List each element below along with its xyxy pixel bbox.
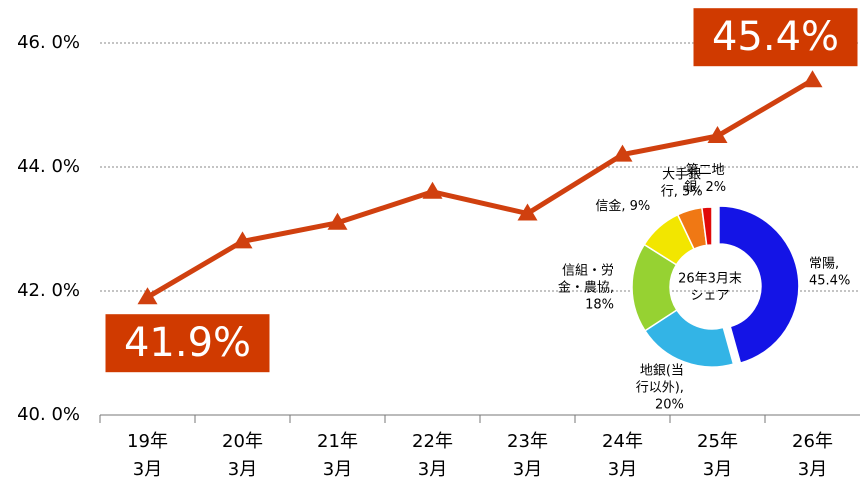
slice-label: 地銀(当 xyxy=(640,364,684,379)
x-tick-label: 20年 xyxy=(222,431,263,452)
center-label: シェア xyxy=(690,289,729,304)
slice-label: 18% xyxy=(585,298,614,313)
slice-label: 金・農協, xyxy=(558,280,614,296)
x-tick-label: 3月 xyxy=(608,459,637,480)
y-tick-label: 46. 0% xyxy=(17,32,80,53)
x-tick-label: 3月 xyxy=(513,459,542,480)
marker xyxy=(802,70,823,88)
marker xyxy=(517,203,538,221)
x-tick-label: 3月 xyxy=(228,459,257,480)
value-label: 45.4% xyxy=(712,14,839,60)
x-tick-label: 19年 xyxy=(127,431,168,452)
slice-label: 信組・労 xyxy=(562,264,614,279)
slice-label: 行, 5% xyxy=(661,184,703,199)
marker xyxy=(422,181,443,199)
x-tick-label: 25年 xyxy=(697,431,738,452)
y-tick-label: 40. 0% xyxy=(17,404,80,425)
x-tick-label: 23年 xyxy=(507,431,548,452)
x-tick-label: 22年 xyxy=(412,431,453,452)
y-tick-label: 42. 0% xyxy=(17,280,80,301)
marker xyxy=(327,212,348,230)
slice-label: 信金, 9% xyxy=(595,198,650,214)
value-label-box xyxy=(105,314,270,373)
x-tick-label: 26年 xyxy=(792,431,833,452)
value-label-box xyxy=(693,8,858,67)
slice-label: 常陽, xyxy=(809,256,839,271)
marker xyxy=(707,126,728,143)
series-line xyxy=(146,78,814,300)
marker xyxy=(137,287,158,305)
x-tick-label: 3月 xyxy=(133,459,162,480)
y-tick-label: 44. 0% xyxy=(17,156,80,177)
slice-label: 銀, 2% xyxy=(684,180,726,195)
slice-label: 第二地 xyxy=(686,163,725,178)
slice-label: 大手銀 xyxy=(662,167,701,182)
center-label: 26年3月末 xyxy=(678,272,742,287)
slice-label: 20% xyxy=(655,398,684,413)
x-tick-label: 3月 xyxy=(798,459,827,480)
slice-label: 行以外), xyxy=(636,381,684,396)
x-tick-label: 24年 xyxy=(602,431,643,452)
x-tick-label: 21年 xyxy=(317,431,358,452)
pie-slice xyxy=(701,206,713,247)
slice-label: 45.4% xyxy=(809,273,850,288)
x-tick-label: 3月 xyxy=(703,459,732,480)
marker xyxy=(612,144,633,162)
marker xyxy=(232,231,253,249)
value-label: 41.9% xyxy=(124,320,251,366)
x-tick-label: 3月 xyxy=(323,459,352,480)
pie-slice xyxy=(718,205,800,365)
x-tick-label: 3月 xyxy=(418,459,447,480)
